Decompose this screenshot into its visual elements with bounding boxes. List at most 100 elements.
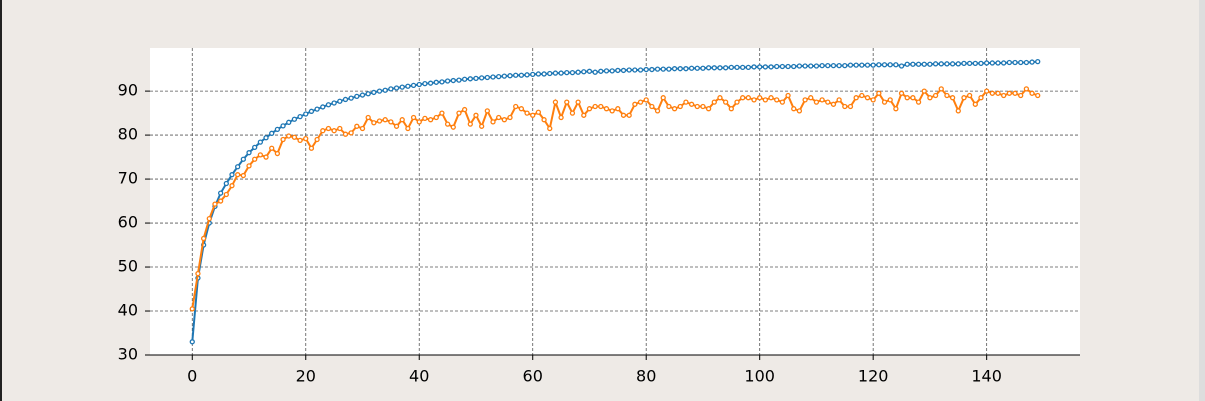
point	[972, 60, 978, 67]
point	[921, 88, 927, 94]
point	[995, 60, 1001, 66]
point	[501, 117, 508, 123]
point	[541, 117, 547, 123]
point	[796, 63, 803, 69]
point	[263, 135, 269, 141]
point	[246, 150, 252, 156]
point	[320, 104, 326, 110]
point	[864, 95, 871, 101]
point	[671, 106, 678, 112]
point	[354, 123, 360, 129]
point	[819, 97, 825, 103]
point	[547, 70, 553, 77]
point	[212, 201, 218, 207]
point	[944, 61, 950, 67]
point	[342, 96, 349, 103]
point	[966, 92, 973, 99]
point	[507, 73, 513, 79]
point	[779, 63, 786, 70]
point	[518, 106, 525, 112]
point	[337, 125, 343, 132]
point	[388, 119, 394, 125]
point	[1018, 92, 1024, 99]
point	[932, 61, 939, 67]
point	[688, 101, 695, 107]
point	[734, 99, 740, 105]
point	[586, 106, 593, 112]
point	[802, 97, 808, 103]
point	[705, 65, 712, 71]
x-tick-label: 60	[523, 367, 543, 386]
point	[785, 63, 791, 70]
point	[223, 191, 229, 198]
point	[456, 110, 462, 116]
point	[757, 64, 763, 70]
point	[286, 133, 292, 139]
point	[518, 72, 525, 78]
point	[552, 99, 559, 105]
point	[496, 114, 502, 121]
point	[881, 62, 888, 68]
point	[785, 92, 791, 99]
point	[836, 97, 842, 103]
point	[456, 77, 462, 83]
point	[893, 62, 899, 68]
point	[342, 131, 349, 137]
point	[740, 64, 746, 71]
point	[484, 108, 490, 114]
point	[405, 83, 411, 89]
point	[853, 95, 859, 101]
point	[399, 84, 405, 90]
point	[388, 86, 394, 92]
point	[354, 93, 360, 100]
point	[269, 145, 275, 151]
point	[915, 61, 922, 67]
point	[280, 136, 286, 143]
point	[252, 144, 258, 151]
point	[223, 180, 229, 187]
point	[887, 97, 893, 103]
point	[649, 66, 655, 73]
point	[870, 62, 876, 68]
point	[944, 92, 950, 99]
point	[938, 61, 944, 67]
point	[297, 137, 303, 144]
point	[308, 145, 315, 151]
point	[984, 60, 990, 66]
point	[195, 270, 201, 277]
point	[405, 125, 411, 132]
point	[530, 112, 536, 118]
point	[949, 95, 956, 101]
point	[830, 101, 837, 107]
x-tick-label: 40	[409, 367, 429, 386]
point	[501, 73, 508, 79]
point	[881, 99, 888, 105]
x-tick-label: 140	[971, 367, 1002, 386]
point	[711, 65, 717, 71]
point	[393, 85, 400, 91]
point	[745, 64, 751, 71]
point	[677, 66, 683, 72]
point	[269, 130, 275, 136]
point	[1001, 92, 1007, 99]
point	[359, 92, 366, 98]
point	[949, 61, 956, 67]
point	[479, 75, 485, 81]
point	[371, 120, 377, 126]
point	[558, 70, 564, 76]
window-edge	[0, 0, 2, 401]
point	[762, 64, 769, 70]
point	[1035, 58, 1041, 65]
point	[734, 64, 740, 71]
point	[467, 76, 473, 82]
point	[705, 106, 712, 112]
point	[331, 100, 337, 106]
point	[308, 108, 315, 114]
point	[575, 99, 581, 105]
point	[484, 74, 490, 81]
point	[444, 121, 451, 127]
point	[1029, 59, 1035, 65]
point	[427, 117, 434, 123]
point	[717, 95, 723, 101]
point	[291, 134, 298, 140]
